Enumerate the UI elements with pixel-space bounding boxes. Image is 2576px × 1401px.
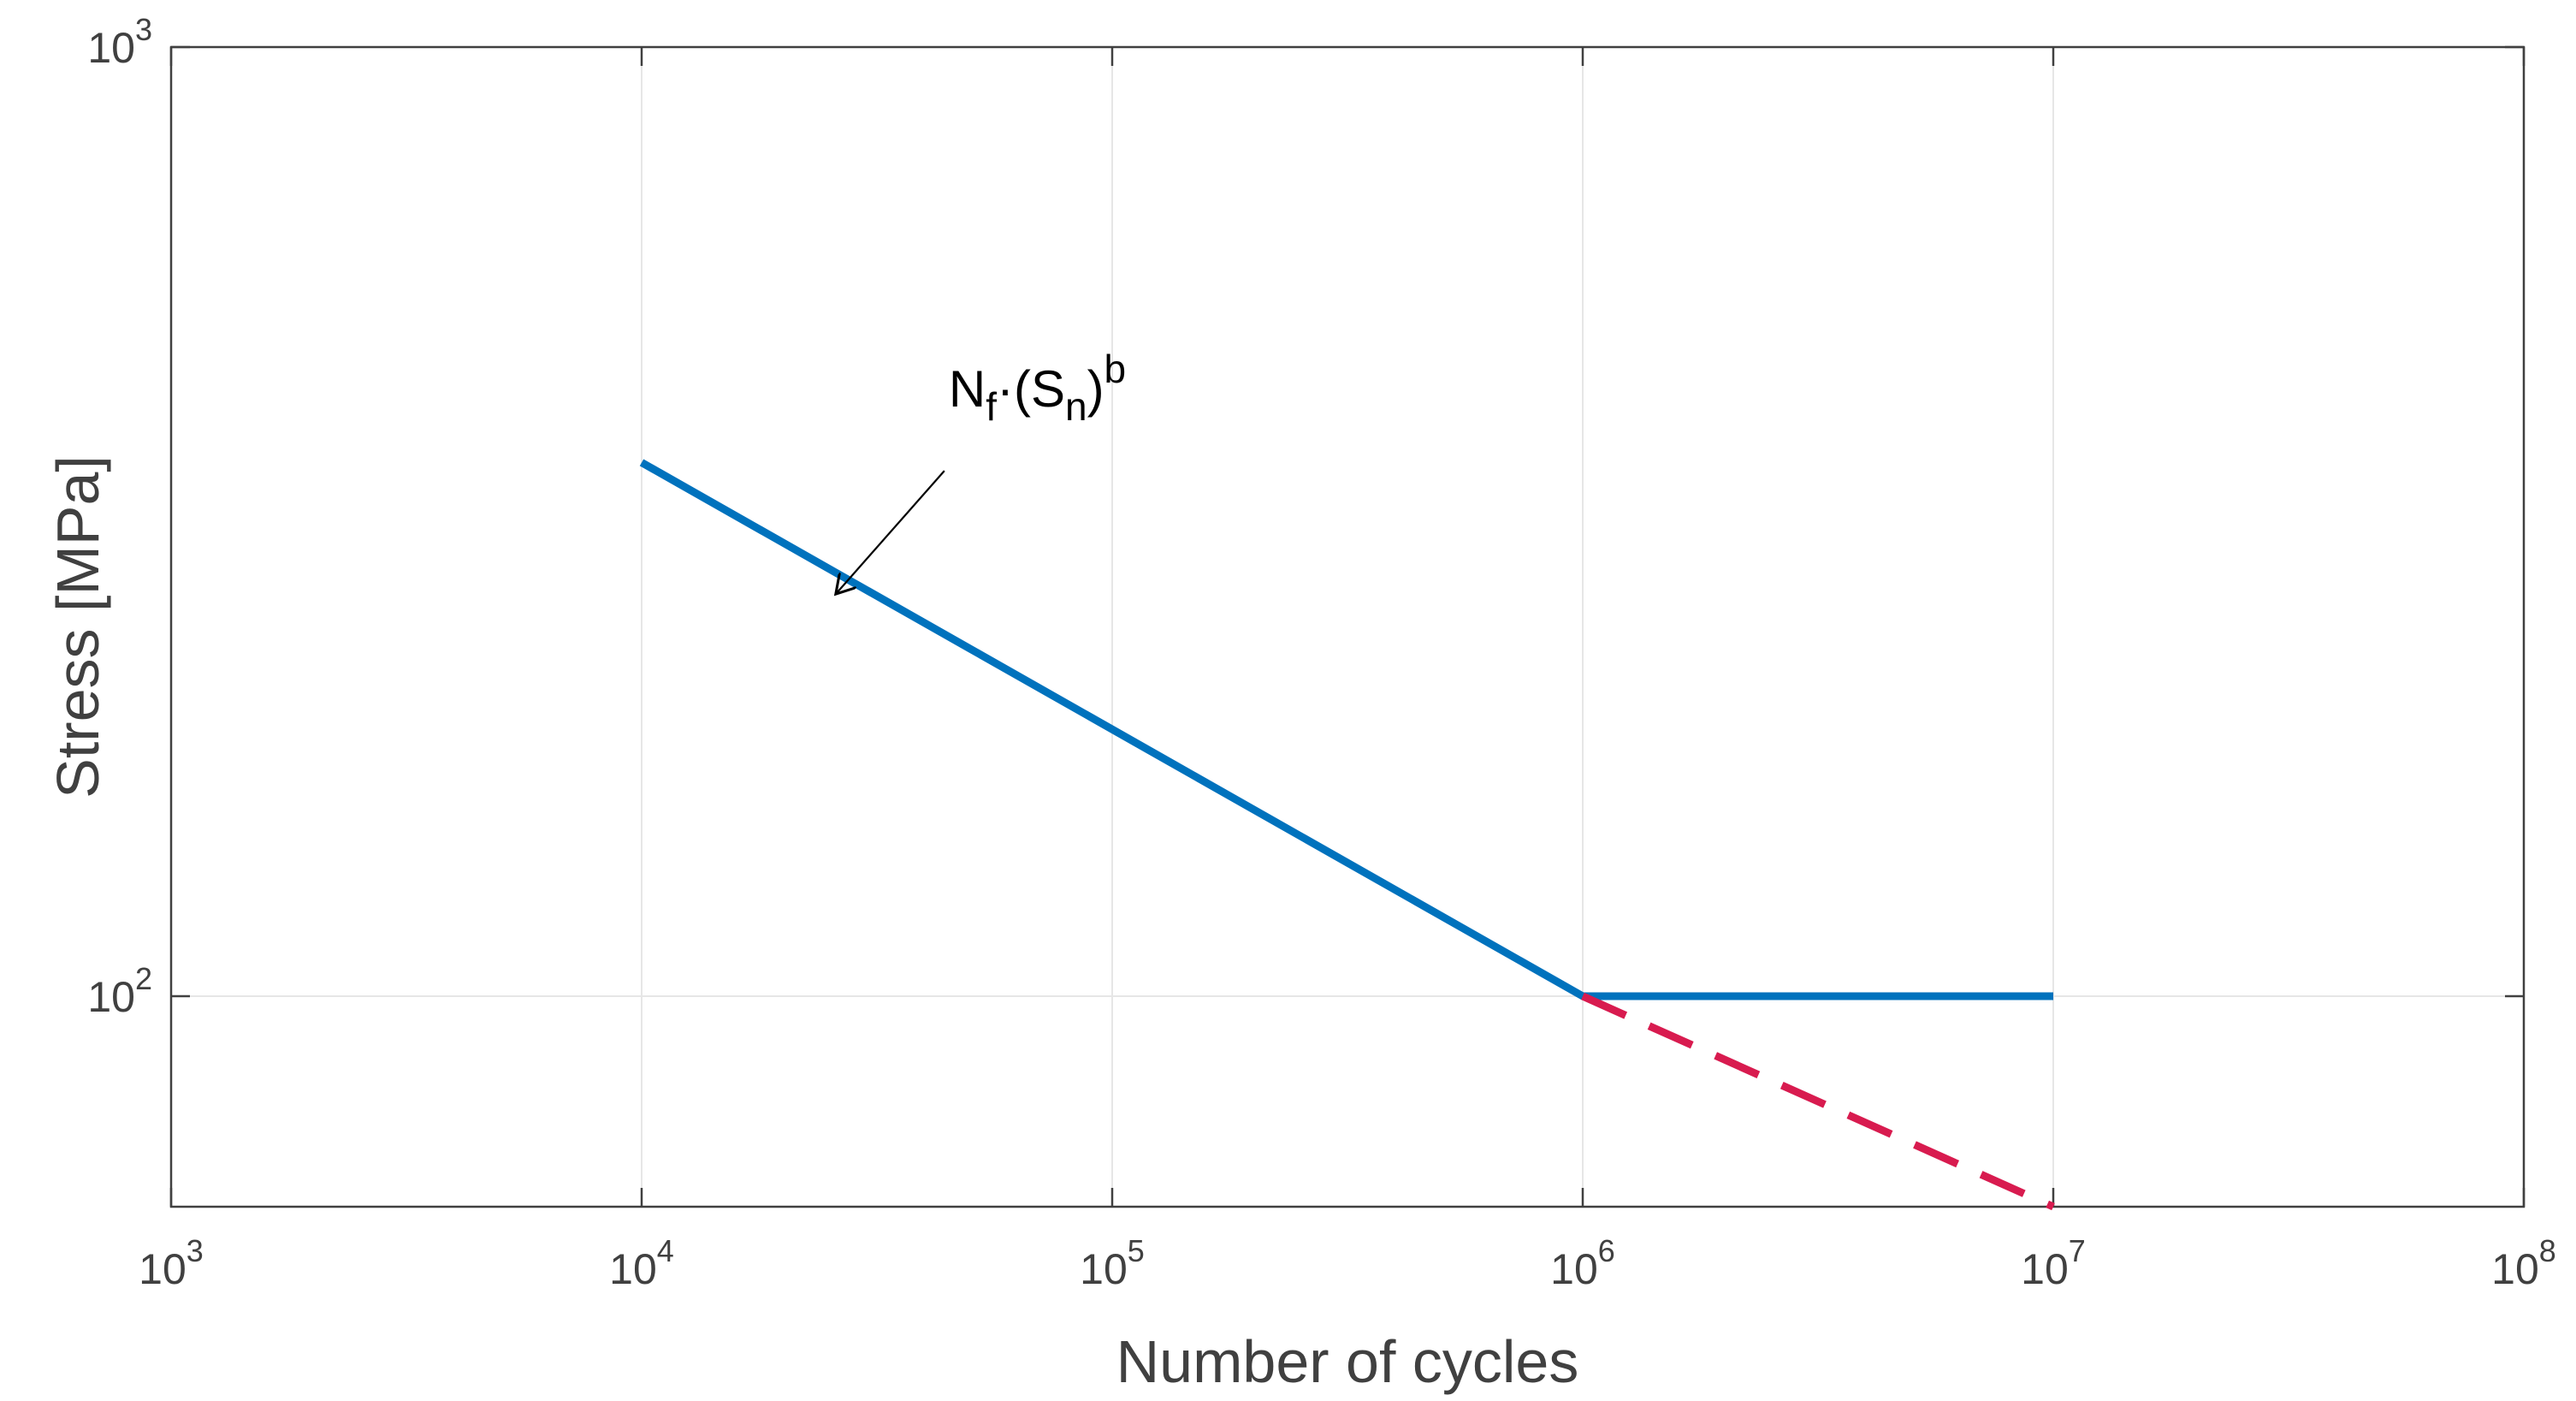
formula-b-superscript: b <box>1104 347 1127 391</box>
x-tick-label: 107 <box>2021 1233 2086 1293</box>
series <box>639 459 2055 1211</box>
formula-n-subscript: n <box>1065 384 1087 429</box>
formula-dot: · <box>997 360 1014 418</box>
x-axis-label: Number of cycles <box>1116 1328 1579 1395</box>
x-tick-label: 108 <box>2491 1233 2556 1293</box>
sn-curve-line <box>639 459 2053 1000</box>
formula-f-subscript: f <box>986 384 997 429</box>
y-axis-label: Stress [MPa] <box>44 455 111 798</box>
x-tick-label: 103 <box>139 1233 204 1293</box>
annotation-arrow <box>836 470 945 594</box>
annotation-formula: Nf·(Sn)b <box>949 347 1126 429</box>
annotation: Nf·(Sn)b <box>836 347 1126 594</box>
dashed-extrapolation-line <box>1581 992 2055 1211</box>
ticks: 103 104 105 106 107 108 102 103 <box>87 12 2555 1293</box>
grid <box>171 47 2524 1207</box>
x-tick-label: 104 <box>609 1233 674 1293</box>
x-tick-label: 106 <box>1550 1233 1615 1293</box>
formula-N: N <box>949 360 986 418</box>
formula-close: ) <box>1087 360 1104 418</box>
plot-area-border <box>169 45 2526 1208</box>
y-tick-label: 103 <box>87 12 152 72</box>
formula-open: (S <box>1014 360 1065 418</box>
x-tick-label: 105 <box>1080 1233 1145 1293</box>
y-tick-label: 102 <box>87 961 152 1021</box>
